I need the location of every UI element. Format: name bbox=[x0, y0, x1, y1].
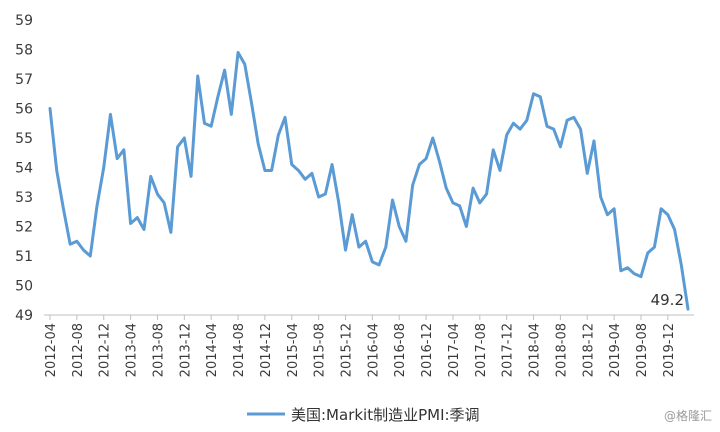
x-tick-label: 2013-12 bbox=[178, 323, 193, 377]
y-tick-label: 57 bbox=[15, 72, 33, 88]
x-tick-label: 2014-04 bbox=[205, 323, 220, 377]
y-tick-label: 53 bbox=[15, 190, 33, 206]
x-tick-label: 2013-08 bbox=[151, 323, 166, 377]
x-tick-label: 2015-08 bbox=[313, 323, 328, 377]
y-axis: 49 50 51 52 53 54 55 56 57 58 59 bbox=[15, 13, 33, 324]
x-axis: 2012-04 2012-08 2012-12 2013-04 2013-08 2013-… bbox=[44, 314, 694, 377]
x-tick-label: 2017-04 bbox=[447, 323, 462, 377]
x-tick-label: 2017-08 bbox=[474, 323, 489, 377]
watermark: @格隆汇 bbox=[664, 408, 712, 423]
end-value-label: 49.2 bbox=[651, 291, 684, 309]
x-tick-label: 2012-12 bbox=[98, 323, 113, 377]
x-tick-label: 2018-04 bbox=[528, 323, 543, 377]
x-tick-label: 2016-12 bbox=[420, 323, 435, 377]
x-tick-label: 2012-04 bbox=[44, 323, 59, 377]
series-line bbox=[48, 50, 690, 311]
x-tick-label: 2014-12 bbox=[259, 323, 274, 377]
y-tick-label: 50 bbox=[15, 279, 33, 295]
legend-label: 美国:Markit制造业PMI:季调 bbox=[291, 406, 480, 424]
x-tick-label: 2014-08 bbox=[232, 323, 247, 377]
x-tick-label: 2015-12 bbox=[339, 323, 354, 377]
legend: 美国:Markit制造业PMI:季调 bbox=[247, 406, 480, 424]
x-tick-label: 2015-04 bbox=[286, 323, 301, 377]
x-tick-label: 2013-04 bbox=[125, 323, 140, 377]
y-tick-label: 49 bbox=[15, 308, 33, 324]
y-tick-label: 54 bbox=[15, 161, 33, 177]
x-tick-label: 2019-08 bbox=[635, 323, 650, 377]
y-tick-label: 55 bbox=[15, 131, 33, 147]
x-tick-label: 2012-08 bbox=[71, 323, 86, 377]
y-tick-label: 59 bbox=[15, 13, 33, 29]
y-tick-label: 58 bbox=[15, 43, 33, 59]
x-tick-label: 2019-12 bbox=[662, 323, 677, 377]
x-tick-label: 2016-08 bbox=[393, 323, 408, 377]
y-tick-label: 52 bbox=[15, 220, 33, 236]
x-tick-label: 2018-08 bbox=[554, 323, 569, 377]
x-tick-label: 2016-04 bbox=[366, 323, 381, 377]
x-tick-label: 2018-12 bbox=[581, 323, 596, 377]
y-tick-label: 51 bbox=[15, 249, 33, 265]
x-tick-label: 2019-04 bbox=[608, 323, 623, 377]
x-tick-label: 2017-12 bbox=[501, 323, 516, 377]
y-tick-label: 56 bbox=[15, 102, 33, 118]
